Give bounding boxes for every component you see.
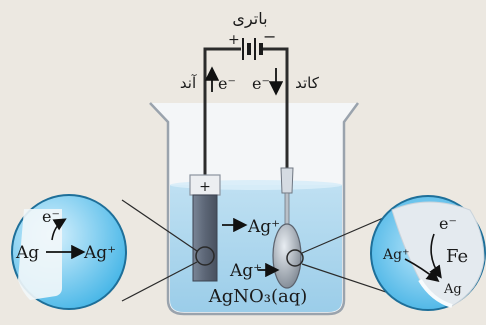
battery-minus-sign: − bbox=[263, 27, 276, 46]
anode-plate-plus: + bbox=[199, 179, 211, 195]
ion-label-lower: Ag⁺ bbox=[229, 261, 262, 281]
anode-zoom-inset: e⁻ Ag Ag⁺ bbox=[11, 194, 127, 310]
battery-label: باتری bbox=[232, 9, 267, 29]
cathode-spoon bbox=[272, 167, 304, 289]
cathode-inset-metal: Fe bbox=[446, 246, 468, 267]
cathode-inset-electron: e⁻ bbox=[439, 214, 457, 233]
beaker bbox=[149, 102, 360, 316]
battery bbox=[242, 38, 263, 60]
anode-inset-metal: Ag bbox=[15, 243, 39, 263]
anode-inset-electron: e⁻ bbox=[42, 207, 60, 226]
ion-label-upper: Ag⁺ bbox=[247, 217, 280, 237]
anode-electron-label: e⁻ bbox=[218, 74, 236, 93]
cathode-inset-deposit: Ag bbox=[443, 282, 462, 297]
circuit-wires bbox=[203, 47, 289, 183]
anode-inset-ion: Ag⁺ bbox=[83, 243, 116, 263]
anode-label: آند bbox=[180, 74, 197, 92]
battery-plus-sign: + bbox=[228, 32, 240, 48]
cathode-inset-ion: Ag⁺ bbox=[382, 247, 409, 263]
anode-zoom-marker bbox=[195, 246, 215, 266]
cathode-zoom-inset: e⁻ Fe Ag⁺ Ag bbox=[370, 195, 486, 311]
anode-plate: + bbox=[189, 174, 221, 282]
cathode-label: کاتد bbox=[295, 74, 320, 92]
cathode-zoom-marker bbox=[286, 249, 304, 267]
cathode-electron-label: e⁻ bbox=[252, 74, 270, 93]
solution-label: AgNO₃(aq) bbox=[208, 286, 308, 307]
